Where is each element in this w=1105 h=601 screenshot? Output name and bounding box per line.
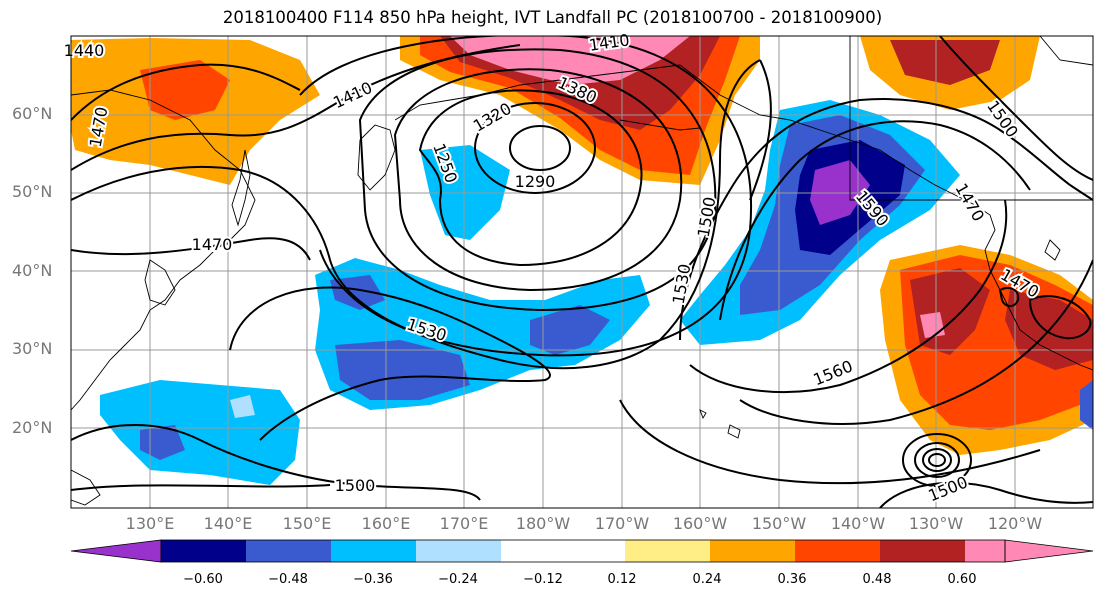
map-frame — [70, 35, 1094, 509]
colorbar-tick-label: −0.60 — [183, 572, 223, 587]
colorbar-tick-label: 0.48 — [862, 572, 892, 587]
positive-anomaly-alaska-dark — [890, 40, 1000, 85]
negative-anomaly-west-subtropics-pale — [230, 395, 255, 418]
colorbar — [70, 539, 1094, 563]
lon-label: 150°E — [282, 514, 332, 533]
coastlines — [71, 36, 1093, 506]
lon-label: 140°W — [830, 514, 886, 533]
colorbar-segment — [331, 540, 416, 562]
lon-label: 130°E — [125, 514, 175, 533]
lat-label: 60°N — [12, 104, 53, 123]
colorbar-segment — [416, 540, 501, 562]
lon-label: 150°W — [751, 514, 807, 533]
contour-label: 1440 — [64, 41, 105, 60]
negative-anomaly-west-subtropics-mid — [140, 425, 185, 460]
colorbar-segment — [501, 540, 625, 562]
lon-label: 130°W — [908, 514, 964, 533]
colorbar-segment — [625, 540, 710, 562]
colorbar-low-extend — [70, 539, 162, 563]
colorbar-segment — [246, 540, 331, 562]
colorbar-tick-label: 0.60 — [947, 572, 977, 587]
lat-label: 20°N — [12, 418, 53, 437]
gridlines — [71, 36, 1093, 508]
lon-label: 140°E — [203, 514, 253, 533]
colorbar-segment — [965, 540, 1005, 562]
contour-label: 1290 — [515, 172, 556, 191]
negative-anomaly-central-pacific-mid2 — [335, 340, 470, 400]
lon-label: 170°E — [439, 514, 489, 533]
colorbar-high-extend — [1004, 539, 1094, 563]
colorbar-tick-label: −0.48 — [268, 572, 308, 587]
colorbar-segment — [795, 540, 880, 562]
colorbar-tick-label: −0.12 — [523, 572, 563, 587]
colorbar-segment — [161, 540, 246, 562]
map-title: 2018100400 F114 850 hPa height, IVT Land… — [222, 8, 883, 27]
lat-label: 50°N — [12, 182, 53, 201]
negative-anomaly-east-edge — [1080, 380, 1093, 430]
colorbar-segment — [880, 540, 965, 562]
lat-label: 40°N — [12, 261, 53, 280]
colorbar-tick-label: 0.24 — [692, 572, 722, 587]
lat-label: 30°N — [12, 339, 53, 358]
lon-label: 180°W — [515, 514, 571, 533]
contour-label: 1500 — [335, 476, 376, 495]
lon-label: 160°E — [361, 514, 411, 533]
colorbar-tick-label: 0.36 — [777, 572, 807, 587]
negative-anomaly-central-pacific-mid3 — [530, 305, 610, 355]
colorbar-tick-label: 0.12 — [607, 572, 637, 587]
colorbar-segment — [710, 540, 795, 562]
lon-label: 170°W — [594, 514, 650, 533]
positive-anomaly-siberia-core — [140, 60, 230, 120]
lon-label: 120°W — [987, 514, 1043, 533]
ivt-shading — [71, 36, 1093, 508]
height-contours — [71, 36, 1093, 508]
colorbar-tick-label: −0.24 — [438, 572, 478, 587]
lon-label: 160°W — [672, 514, 728, 533]
contour-label: 1470 — [192, 235, 233, 254]
positive-anomaly-north-arc-peak — [450, 36, 690, 85]
colorbar-tick-label: −0.36 — [353, 572, 393, 587]
